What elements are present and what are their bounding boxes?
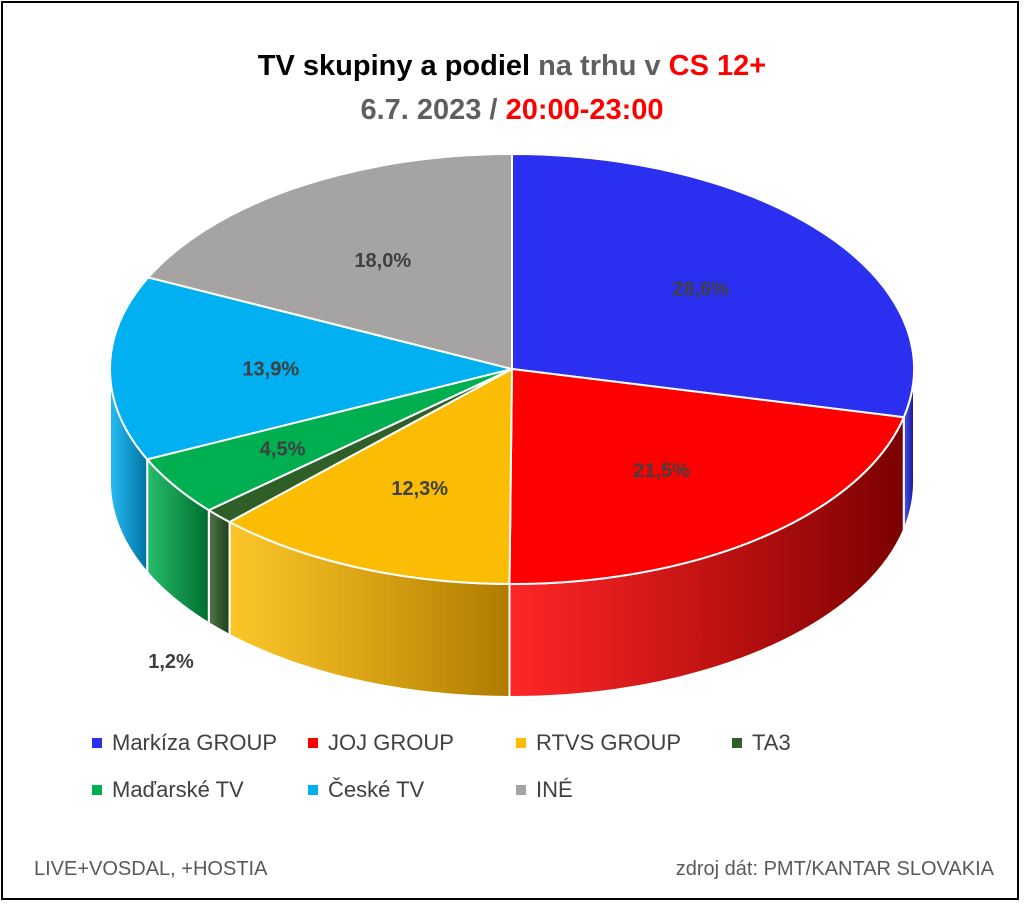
legend-item-2: RTVS GROUP (516, 730, 681, 756)
legend-label-2: RTVS GROUP (536, 730, 682, 755)
pie-slice-6 (146, 152, 513, 371)
legend-swatch-6 (516, 785, 526, 795)
subtitle-date: 6.7. 2023 / (360, 94, 506, 126)
legend-swatch-3 (732, 738, 742, 748)
legend-item-5: České TV (308, 777, 424, 803)
legend-item-0: Markíza GROUP (92, 730, 277, 756)
chart-title: TV skupiny a podiel na trhu v CS 12+ (0, 50, 1024, 83)
data-label-4: 4,5% (260, 439, 306, 461)
legend-label-3: TA3 (752, 730, 791, 755)
data-label-2: 12,3% (391, 478, 448, 500)
title-part-1: TV skupiny a podiel (257, 50, 531, 82)
legend-swatch-2 (516, 738, 526, 748)
legend-label-5: České TV (328, 777, 425, 802)
data-label-1: 21,5% (633, 460, 690, 482)
footer-source: zdroj dát: PMT/KANTAR SLOVAKIA (675, 858, 994, 880)
subtitle-time: 20:00-23:00 (505, 94, 664, 126)
legend-label-6: INÉ (536, 777, 573, 802)
legend-swatch-4 (92, 785, 102, 795)
legend-label-1: JOJ GROUP (328, 730, 454, 755)
legend-item-6: INÉ (516, 777, 573, 803)
legend-label-4: Maďarské TV (112, 777, 244, 802)
pie-slice-0 (511, 152, 915, 419)
pie-slice-2 (227, 367, 514, 586)
legend-swatch-5 (308, 785, 318, 795)
chart-subtitle: 6.7. 2023 / 20:00-23:00 (0, 94, 1024, 127)
data-label-3: 1,2% (148, 651, 194, 673)
legend-swatch-1 (308, 738, 318, 748)
legend-item-1: JOJ GROUP (308, 730, 454, 756)
data-label-0: 28,6% (672, 279, 729, 301)
footer-note: LIVE+VOSDAL, +HOSTIA (34, 858, 268, 880)
data-label-6: 18,0% (354, 250, 411, 272)
legend-item-4: Maďarské TV (92, 777, 244, 803)
pie-slice-1 (508, 367, 906, 586)
legend-item-3: TA3 (732, 730, 791, 756)
pie-side-3 (207, 508, 231, 637)
title-part-3: CS 12+ (668, 50, 767, 82)
title-part-2: na trhu v (530, 50, 669, 82)
legend-swatch-0 (92, 738, 102, 748)
data-label-5: 13,9% (242, 359, 299, 381)
pie-slice-5 (109, 276, 513, 461)
legend-label-0: Markíza GROUP (112, 730, 278, 755)
